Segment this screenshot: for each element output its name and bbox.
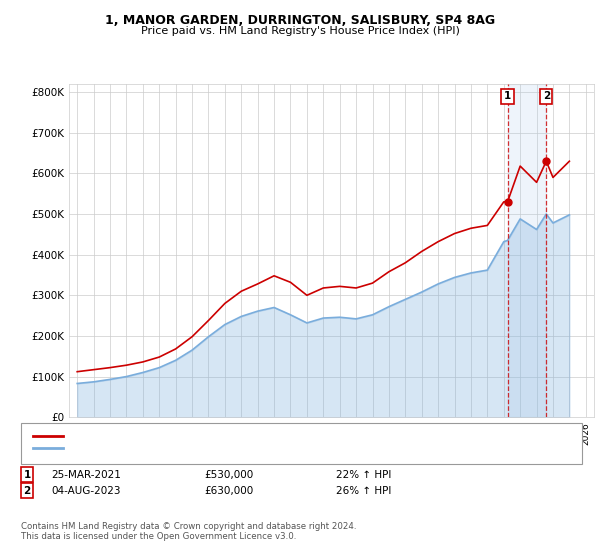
Text: Contains HM Land Registry data © Crown copyright and database right 2024.
This d: Contains HM Land Registry data © Crown c… (21, 522, 356, 542)
Text: 04-AUG-2023: 04-AUG-2023 (51, 486, 121, 496)
Text: £530,000: £530,000 (204, 470, 253, 480)
Text: HPI: Average price, detached house, Wiltshire: HPI: Average price, detached house, Wilt… (69, 443, 293, 453)
Text: 26% ↑ HPI: 26% ↑ HPI (336, 486, 391, 496)
Text: 1: 1 (23, 470, 31, 480)
Text: 1, MANOR GARDEN, DURRINGTON, SALISBURY, SP4 8AG: 1, MANOR GARDEN, DURRINGTON, SALISBURY, … (105, 14, 495, 27)
Text: 25-MAR-2021: 25-MAR-2021 (51, 470, 121, 480)
Text: Price paid vs. HM Land Registry's House Price Index (HPI): Price paid vs. HM Land Registry's House … (140, 26, 460, 36)
Text: 22% ↑ HPI: 22% ↑ HPI (336, 470, 391, 480)
Text: 1, MANOR GARDEN, DURRINGTON, SALISBURY, SP4 8AG (detached house): 1, MANOR GARDEN, DURRINGTON, SALISBURY, … (69, 431, 433, 441)
Text: 2: 2 (23, 486, 31, 496)
Text: £630,000: £630,000 (204, 486, 253, 496)
Text: 1: 1 (504, 91, 511, 101)
Text: 2: 2 (542, 91, 550, 101)
